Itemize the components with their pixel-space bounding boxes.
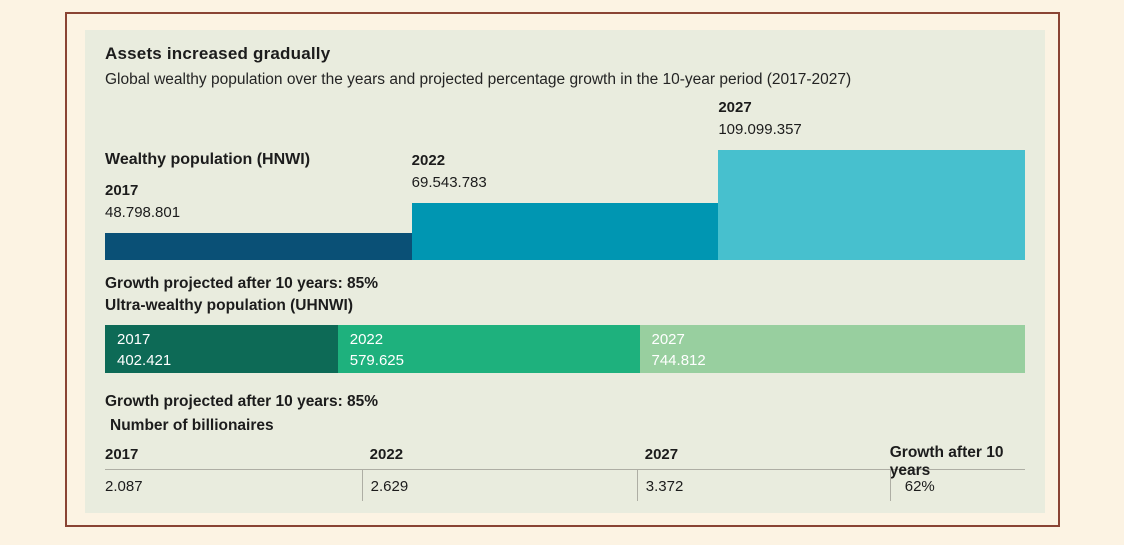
uhnwi-growth-note: Growth projected after 10 years: 85% bbox=[105, 393, 379, 410]
hnwi-value-label: 69.543.783 bbox=[411, 174, 487, 191]
uhnwi-year-label: 2017 bbox=[117, 331, 151, 348]
chart-subtitle: Global wealthy population over the years… bbox=[105, 71, 852, 88]
billionaires-header-growth: Growth after 10 years bbox=[889, 443, 1025, 479]
billionaires-value-2027: 3.372 bbox=[636, 470, 890, 501]
chart-title: Assets increased gradually bbox=[105, 44, 331, 63]
billionaires-value-2017: 2.087 bbox=[105, 478, 143, 495]
infographic-panel: Assets increased gradually Global wealth… bbox=[85, 30, 1045, 513]
uhnwi-section-label: Ultra-wealthy population (UHNWI) bbox=[105, 297, 353, 314]
billionaires-value-2022: 2.629 bbox=[361, 470, 637, 501]
hnwi-year-label: 2017 bbox=[105, 182, 139, 199]
hnwi-growth-note: Growth projected after 10 years: 85% bbox=[105, 275, 379, 292]
billionaires-header-2022: 2022 bbox=[361, 443, 637, 470]
hnwi-value-label: 48.798.801 bbox=[105, 204, 181, 221]
uhnwi-segment-2027: 2027 744.812 bbox=[639, 325, 1025, 373]
hnwi-value-label: 109.099.357 bbox=[718, 121, 802, 138]
hnwi-bar-2027 bbox=[718, 150, 1026, 260]
hnwi-section-label: Wealthy population (HNWI) bbox=[105, 151, 311, 168]
hnwi-bar-group-2017: 2017 48.798.801 bbox=[105, 180, 412, 260]
hnwi-bar-chart: Wealthy population (HNWI) 2017 48.798.80… bbox=[105, 96, 1026, 260]
billionaires-value-growth: 62% bbox=[889, 470, 1025, 501]
billionaires-header-2027: 2027 bbox=[636, 443, 890, 470]
hnwi-bar-2022 bbox=[411, 203, 719, 260]
uhnwi-value-label: 744.812 bbox=[651, 352, 706, 369]
hnwi-year-label: 2027 bbox=[718, 99, 752, 116]
hnwi-bar-group-2022: 2022 69.543.783 bbox=[411, 150, 719, 260]
hnwi-bar-2017 bbox=[105, 233, 412, 260]
uhnwi-segment-2017: 2017 402.421 bbox=[105, 325, 338, 373]
uhnwi-year-label: 2022 bbox=[349, 331, 384, 348]
uhnwi-year-label: 2027 bbox=[651, 331, 685, 348]
billionaires-table: 2017 2022 2027 Growth after 10 years 2.0… bbox=[105, 443, 1025, 501]
uhnwi-value-label: 402.421 bbox=[117, 352, 172, 369]
uhnwi-segment-2022: 2022 579.625 bbox=[337, 325, 640, 373]
uhnwi-value-label: 579.625 bbox=[349, 352, 404, 369]
hnwi-bar-group-2027: 2027 109.099.357 bbox=[718, 97, 1026, 260]
uhnwi-bar-chart: 2017 402.421 2022 579.625 2027 744.812 bbox=[105, 325, 1025, 373]
hnwi-year-label: 2022 bbox=[411, 152, 446, 169]
billionaires-section-label: Number of billionaires bbox=[110, 417, 274, 434]
billionaires-header-2017: 2017 bbox=[105, 443, 362, 470]
